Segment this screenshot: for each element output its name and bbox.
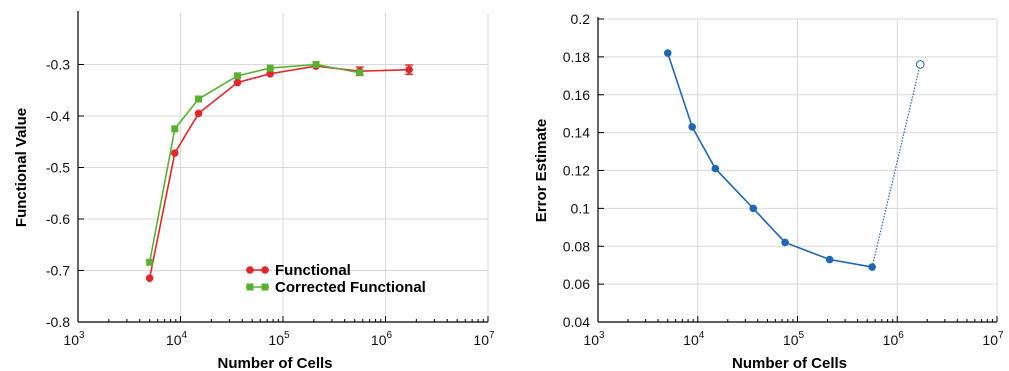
grid-lines	[598, 19, 997, 322]
y-tick-label: -0.6	[46, 211, 70, 227]
y-tick-label: -0.5	[46, 160, 70, 176]
x-axis-label: Number of Cells	[732, 355, 847, 371]
x-tick-label: 106	[371, 330, 393, 348]
error-estimate-chart: 103 104 105 106 107 0.2 0.18 0.16 0.14 0.12 0.1 0.0…	[505, 0, 1009, 371]
y-tick-label: -0.8	[46, 314, 70, 330]
chart2-series-2-series	[872, 61, 924, 267]
data-point	[195, 110, 203, 118]
data-point	[688, 123, 696, 131]
legend-marker	[262, 284, 269, 291]
corrected-functional-series	[146, 61, 363, 266]
chart2-series-1-line	[668, 53, 872, 267]
legend-label: Functional	[275, 262, 351, 279]
functional-value-chart: 103 104 105 106 107 -0.3 -0.4 -0.5 -0.6 -0.7 -0.8 N…	[0, 0, 505, 371]
y-axis-label: Functional Value	[13, 108, 30, 227]
y-tick-label: -0.4	[46, 108, 70, 124]
y-tick-label: 0.1	[571, 200, 591, 216]
y-tick-label: 0.06	[563, 276, 590, 292]
x-tick-label: 104	[683, 330, 705, 348]
x-ticks: 103 104 105 106 107	[63, 316, 495, 348]
data-point	[234, 79, 242, 87]
data-point	[405, 66, 413, 74]
x-tick-label: 105	[268, 330, 290, 348]
x-tick-label: 103	[583, 330, 605, 348]
y-axis-label: Error Estimate	[533, 119, 550, 222]
x-tick-label: 106	[883, 330, 905, 348]
data-point	[749, 205, 757, 213]
x-tick-label: 103	[63, 330, 85, 348]
x-tick-label: 104	[166, 330, 188, 348]
functional-series	[146, 62, 413, 282]
data-point	[171, 149, 179, 157]
y-tick-label: -0.3	[46, 57, 70, 73]
legend-marker	[261, 266, 269, 274]
x-ticks: 103 104 105 106 107	[583, 316, 1004, 348]
corrected-functional-line	[150, 65, 360, 263]
data-point	[356, 69, 363, 76]
x-axis-label: Number of Cells	[217, 355, 332, 371]
data-point	[234, 72, 241, 79]
x-tick-label: 107	[982, 330, 1004, 348]
data-point	[916, 61, 924, 69]
y-tick-label: 0.18	[563, 49, 590, 65]
data-point	[781, 239, 789, 247]
y-tick-label: 0.2	[571, 11, 591, 27]
data-point	[313, 61, 320, 68]
y-tick-label: 0.14	[563, 125, 590, 141]
legend-marker	[247, 284, 254, 291]
data-point	[664, 49, 672, 57]
functional-line	[150, 66, 409, 278]
y-tick-label: 0.04	[563, 314, 590, 330]
y-tick-label: -0.7	[46, 263, 70, 279]
data-point	[146, 274, 154, 282]
data-point	[826, 256, 834, 264]
data-point	[195, 96, 202, 103]
chart2-series-1-series	[664, 49, 876, 271]
data-point	[171, 125, 178, 132]
data-point	[712, 165, 720, 173]
data-point	[146, 259, 153, 266]
legend-marker	[246, 266, 254, 274]
x-tick-label: 107	[473, 330, 495, 348]
data-point	[267, 65, 274, 72]
x-tick-label: 105	[783, 330, 805, 348]
y-tick-label: 0.12	[563, 163, 590, 179]
y-tick-label: 0.08	[563, 238, 590, 254]
legend-label: Corrected Functional	[275, 279, 426, 296]
y-tick-label: 0.16	[563, 87, 590, 103]
